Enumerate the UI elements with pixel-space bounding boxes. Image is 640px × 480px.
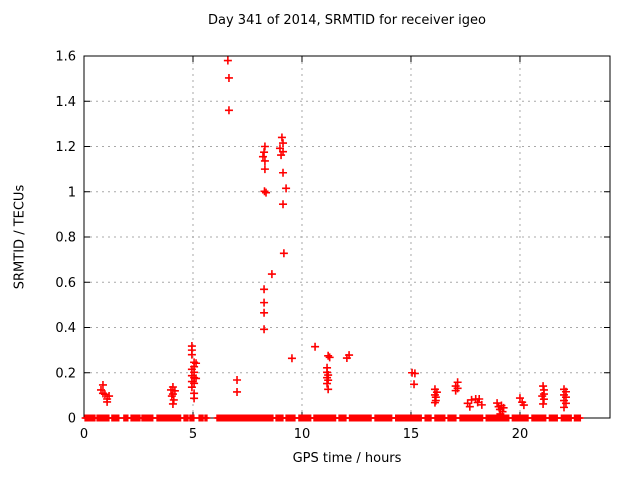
data-point-marker xyxy=(279,200,288,209)
data-point-marker xyxy=(260,187,269,196)
data-point-marker xyxy=(496,409,505,418)
data-point-marker xyxy=(279,249,288,258)
data-point-marker xyxy=(560,403,569,412)
data-point-marker xyxy=(260,308,269,317)
data-point-marker xyxy=(539,395,548,404)
data-point-marker xyxy=(260,325,269,334)
data-point-marker xyxy=(260,285,269,294)
data-point-marker xyxy=(260,156,269,165)
baseline-marker-band xyxy=(81,414,584,422)
data-point-marker xyxy=(223,56,232,65)
data-point-marker xyxy=(187,383,196,392)
data-point-marker xyxy=(279,139,288,148)
y-tick-labels: 0 0.2 0.4 0.6 0.8 1 1.2 1.4 1.6 xyxy=(55,50,76,427)
y-tick-label: 1.2 xyxy=(55,140,76,155)
data-point-marker xyxy=(515,394,524,403)
data-point-marker xyxy=(224,73,233,82)
data-point-marker xyxy=(258,152,267,161)
data-point-marker xyxy=(451,386,460,395)
data-point-marker xyxy=(187,350,196,359)
x-tick-labels: 0 5 10 15 20 xyxy=(80,427,528,442)
data-point-marker xyxy=(277,151,286,160)
x-tick-label: 15 xyxy=(403,427,420,442)
data-point-marker xyxy=(260,165,269,174)
y-tick-label: 0.4 xyxy=(55,321,76,336)
x-tick-label: 20 xyxy=(512,427,529,442)
data-point-marker xyxy=(561,399,570,408)
data-point-marker xyxy=(192,374,201,383)
x-tick-label: 10 xyxy=(294,427,311,442)
data-point-marker xyxy=(539,399,548,408)
data-point-marker xyxy=(345,351,354,360)
data-point-marker xyxy=(465,402,474,411)
data-point-marker xyxy=(279,168,288,177)
data-point-marker xyxy=(410,380,419,389)
data-point-marker xyxy=(277,133,286,142)
data-point-marker xyxy=(499,403,508,412)
data-point-marker xyxy=(519,401,528,410)
data-point-marker xyxy=(260,148,269,157)
y-tick-label: 0.6 xyxy=(55,276,76,291)
data-point-marker xyxy=(430,398,439,407)
data-point-marker xyxy=(475,394,484,403)
data-point-marker xyxy=(311,342,320,351)
data-point-marker xyxy=(224,106,233,115)
data-point-marker xyxy=(166,385,175,394)
gridlines xyxy=(84,56,610,418)
y-tick-label: 0.2 xyxy=(55,366,76,381)
y-axis-label: SRMTID / TECUs xyxy=(12,184,28,290)
data-point-marker xyxy=(477,400,486,409)
data-point-marker xyxy=(98,380,107,389)
data-point-marker xyxy=(287,354,296,363)
data-point-marker xyxy=(325,353,334,362)
data-point-marker xyxy=(262,188,271,197)
data-point-marker xyxy=(169,395,178,404)
data-point-marker xyxy=(168,399,177,408)
x-tick-label: 5 xyxy=(189,427,197,442)
y-tick-label: 0.8 xyxy=(55,231,76,246)
y-tick-label: 1 xyxy=(68,185,76,200)
y-tick-label: 1.6 xyxy=(55,50,76,65)
data-point-marker xyxy=(410,369,419,378)
data-point-marker xyxy=(267,270,276,279)
data-point-marker xyxy=(493,399,502,408)
data-point-marker xyxy=(233,387,242,396)
y-tick-label: 1.4 xyxy=(55,95,76,110)
data-point-marker xyxy=(260,298,269,307)
data-point-marker xyxy=(324,351,333,360)
y-tick-label: 0 xyxy=(68,412,76,427)
x-tick-label: 0 xyxy=(80,427,88,442)
data-point-marker xyxy=(260,142,269,151)
chart-title: Day 341 of 2014, SRMTID for receiver ige… xyxy=(208,13,486,28)
data-point-marker xyxy=(103,397,112,406)
data-point-marker xyxy=(539,382,548,391)
data-point-marker xyxy=(282,184,291,193)
data-point-marker xyxy=(323,379,332,388)
data-point-marker xyxy=(190,394,199,403)
data-points xyxy=(97,56,570,418)
data-point-marker xyxy=(233,375,242,384)
data-point-marker xyxy=(467,395,476,404)
data-point-marker xyxy=(324,385,333,394)
data-point-marker xyxy=(100,390,109,399)
x-axis-label: GPS time / hours xyxy=(292,451,402,466)
